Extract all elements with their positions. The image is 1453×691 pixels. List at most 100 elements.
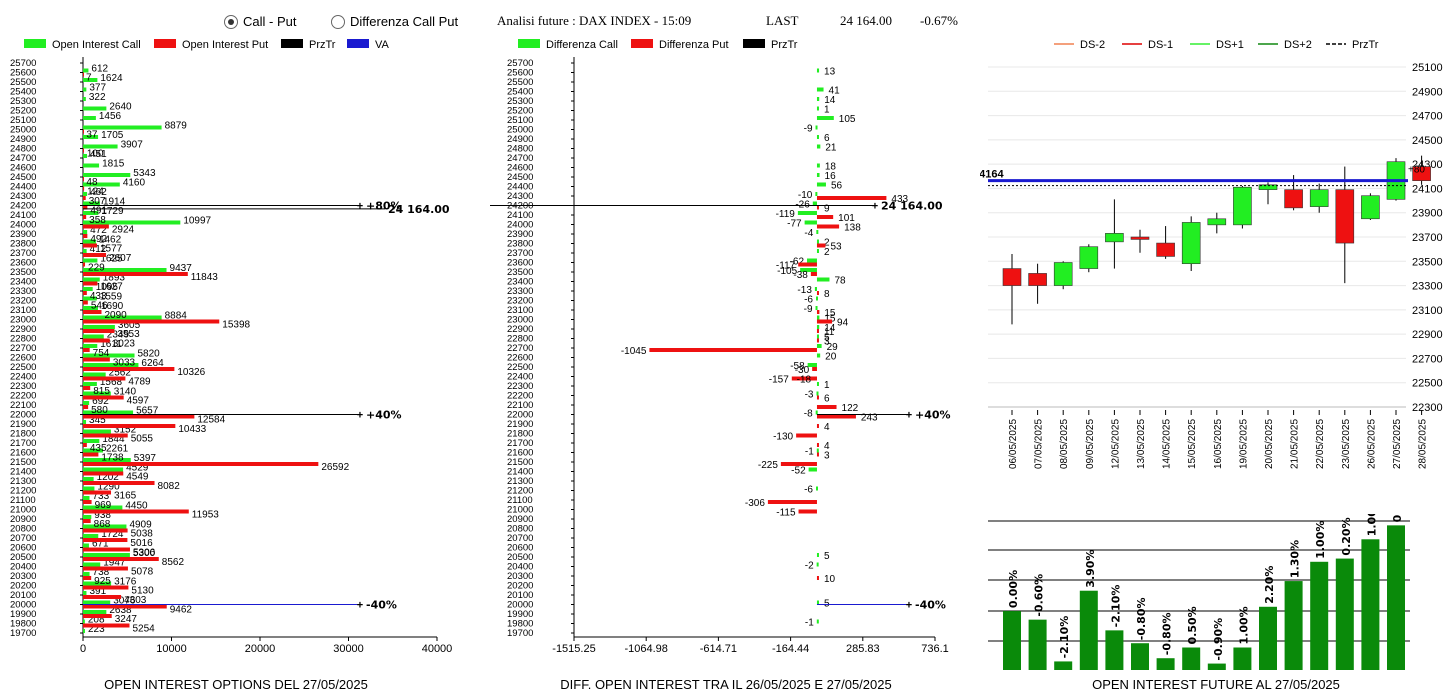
y-tick-label: 23900 [1412,208,1443,220]
oi-future-value-label: -0.80% [1135,597,1148,640]
call-value-label: 2638 [109,605,132,616]
diff-call-bar [816,353,821,358]
diff-call-bar [816,87,824,92]
y-tick-label: 20600 [10,543,36,554]
diff-put-bar [798,262,817,267]
oi-future-bar [1284,581,1303,670]
call-bar [83,524,127,529]
put-bar [83,148,84,153]
put-bar [83,443,87,447]
legend-label: PrzTr [309,39,336,51]
x-tick-label: 08/05/2025 [1059,419,1070,469]
put-bar [83,300,88,305]
diff-call-bar [816,619,819,624]
diff-call-value-label: -58 [790,361,805,372]
diff-put-bar [798,509,817,514]
diff-put-value-label: 8 [824,289,830,300]
call-value-label: 3140 [114,387,137,398]
diff-call-bar [816,325,820,329]
put-bar [83,481,155,485]
diff-put-bar [816,196,887,200]
y-tick-label: 20100 [507,590,533,601]
mode-diff-call-put-radio[interactable]: Differenza Call Put [331,14,458,29]
call-value-label: 5820 [138,349,161,360]
call-bar [83,600,111,605]
diff-call-bar [816,553,819,557]
diff-put-value-label: 243 [861,413,878,424]
y-tick-label: 25700 [507,58,533,69]
put-value-label: 4597 [127,396,150,407]
put-value-label: 358 [89,215,106,226]
call-bar [83,334,104,339]
put-value-label: 11843 [191,272,219,283]
marker-plus-glyph: + [872,201,878,213]
y-tick-label: 22700 [507,343,533,354]
put-bar [83,395,124,400]
oi-future-bar [1079,590,1098,670]
x-tick-label: 14/05/2025 [1162,419,1173,469]
diff-put-bar [767,500,817,504]
call-value-label: 472 [90,225,107,236]
diff-put-value-label: 122 [842,403,859,414]
put-value-label: 37 [86,130,98,141]
call-bar [83,87,87,92]
diff-call-value-label: 13 [824,67,836,78]
put-value-label: 2090 [104,310,127,321]
x-tick-label: 19/05/2025 [1238,419,1249,469]
call-bar [83,363,139,367]
diff-call-value-label: -4 [804,228,813,239]
marker-plus-glyph: + [357,600,363,612]
y-tick-label: 24000 [10,220,36,231]
diff-call-bar [816,97,820,101]
call-bar [83,239,96,244]
put-bar [83,471,124,476]
diff-call-bar [816,334,819,339]
call-value-label: 5343 [133,168,156,179]
diff-put-value-label: -1045 [621,346,647,357]
y-tick-label: 25000 [507,125,533,136]
y-tick-label: 20900 [507,514,533,525]
candle-body [1233,186,1252,226]
last-label: LAST [766,13,799,28]
diff-put-bar [816,329,819,333]
y-tick-label: 25400 [507,87,533,98]
oi-future-bar [1387,525,1405,670]
call-bar [83,429,111,434]
marker-plus-glyph: + [357,201,363,213]
call-value-label: 2349 [107,330,130,341]
y-tick-label: 23200 [10,296,36,307]
diff-put-value-label: 4 [824,441,830,452]
legend-label: PrzTr [1352,39,1379,51]
diff-call-bar [816,173,820,177]
put-value-label: 7 [86,73,92,84]
y-tick-label: 21600 [507,448,533,459]
y-tick-label: 25300 [10,96,36,107]
legend-label: DS+1 [1216,39,1244,51]
diff-call-bar [816,315,820,320]
diff-put-bar [816,576,819,580]
mode-call-put-radio[interactable]: Call - Put [224,14,296,29]
y-tick-label: 21200 [10,486,36,497]
last-change: -0.67% [920,13,958,28]
diff-call-value-label: 14 [824,323,836,334]
put-value-label: 2924 [112,225,135,236]
diff-call-bar [816,135,819,139]
y-tick-label: 20800 [10,524,36,535]
candle-body [1361,195,1380,220]
y-tick-label: 20700 [507,533,533,544]
y-tick-label: 23000 [507,315,533,326]
y-tick-label: 23800 [507,239,533,250]
call-value-label: 3176 [114,577,137,588]
call-value-label: 1914 [103,197,126,208]
diff-call-bar [816,486,819,491]
call-value-label: 451 [90,149,107,160]
candle-body [1207,218,1227,226]
legend-label: VA [375,39,390,51]
call-value-label: 1815 [102,159,125,170]
put-value-label: 15398 [222,320,250,331]
diff-call-bar [807,363,817,367]
y-tick-label: 24700 [507,153,533,164]
call-value-label: 1625 [100,254,123,265]
y-tick-label: 21400 [507,467,533,478]
oi-future-bar [1105,630,1124,670]
